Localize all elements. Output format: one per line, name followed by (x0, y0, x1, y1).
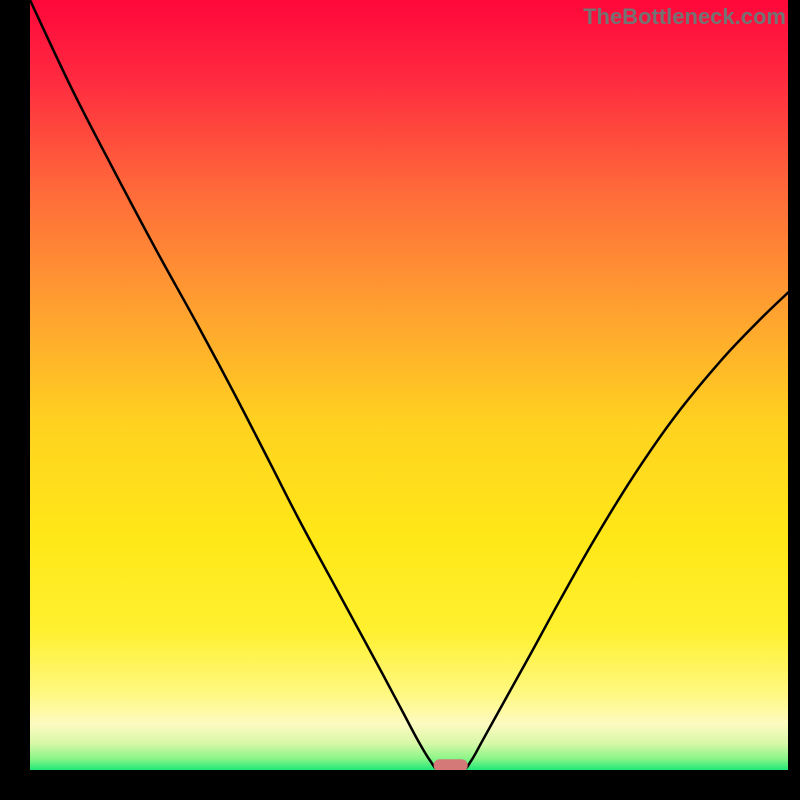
axis-border-bottom (0, 770, 800, 800)
axis-border-left (0, 0, 30, 800)
chart-svg: TheBottleneck.com (0, 0, 800, 800)
axis-border-right (788, 0, 800, 800)
bottleneck-chart: TheBottleneck.com (0, 0, 800, 800)
plot-background (30, 0, 788, 770)
watermark: TheBottleneck.com (583, 4, 786, 29)
optimal-marker (434, 759, 468, 771)
